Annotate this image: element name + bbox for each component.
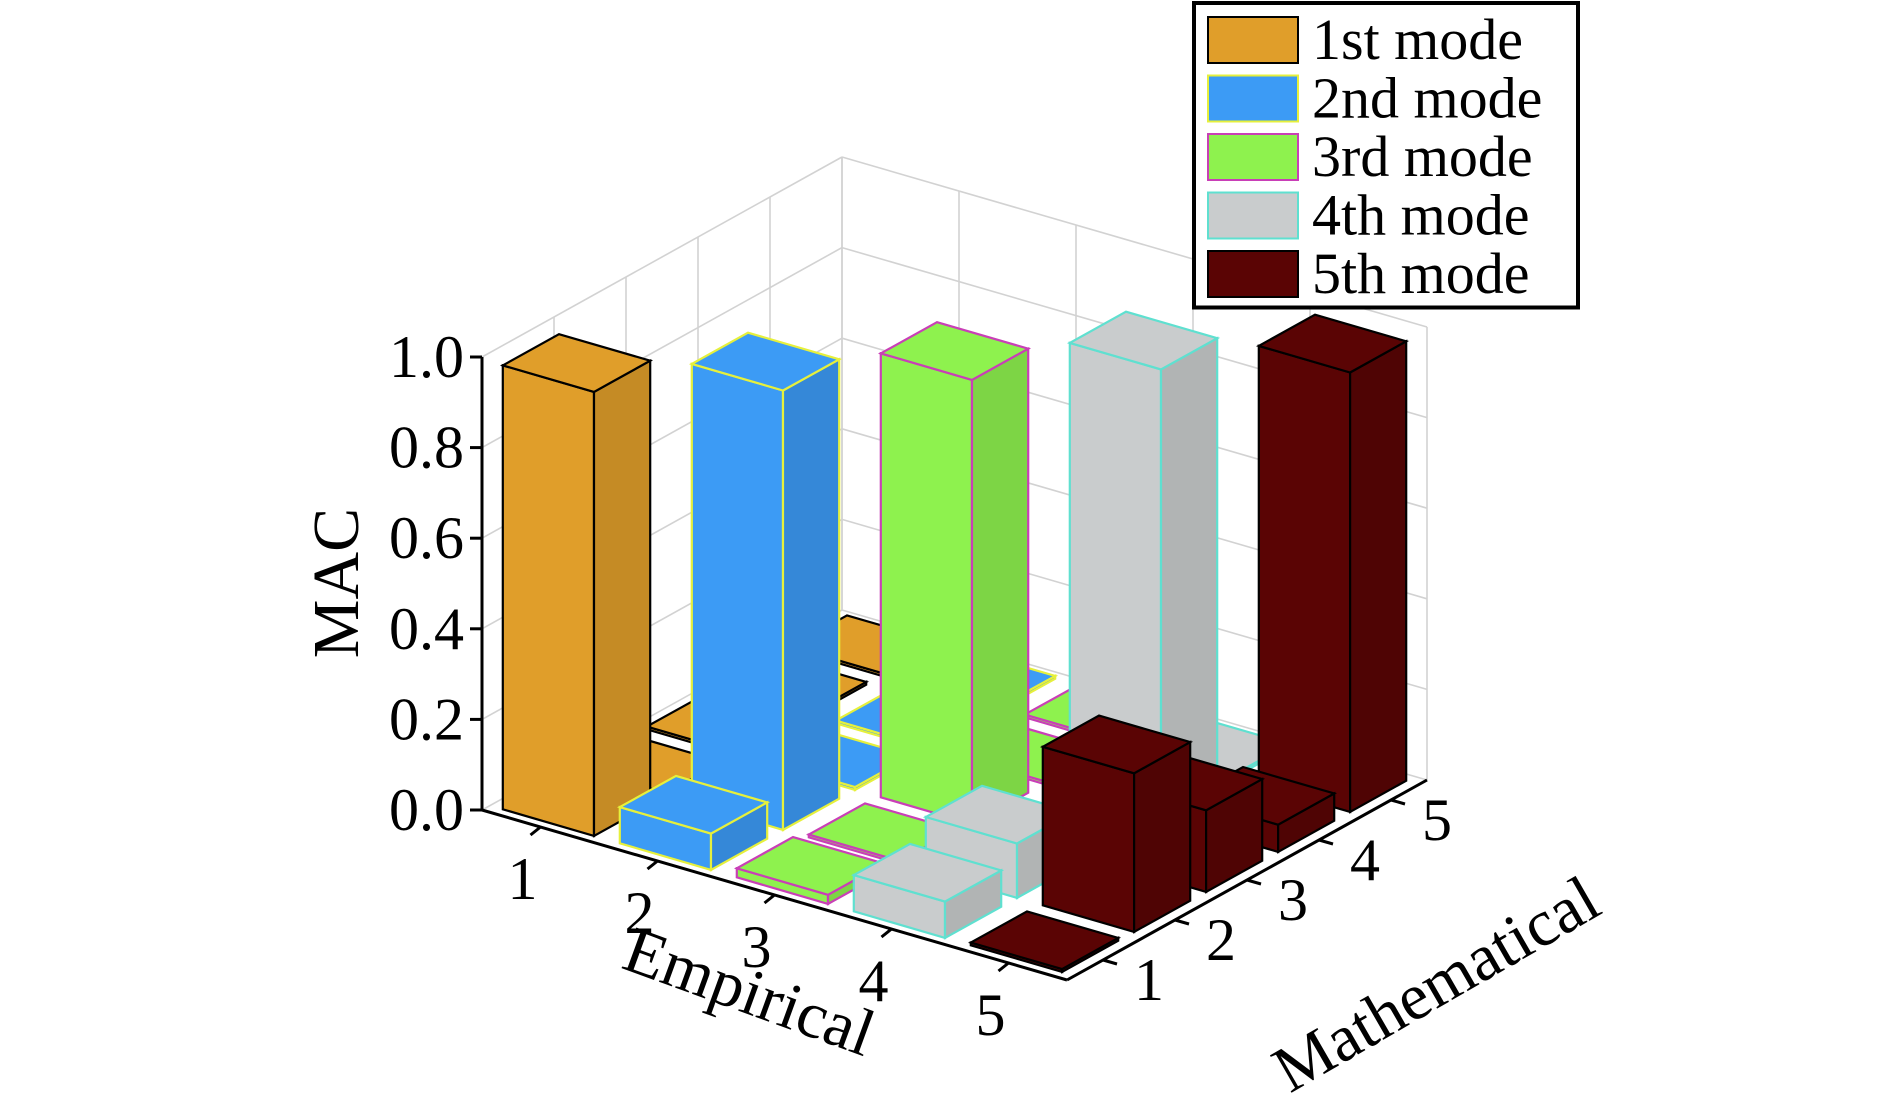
bar-3-3 bbox=[877, 321, 1032, 826]
x-tick-label: 4 bbox=[859, 948, 889, 1014]
z-axis-title: MAC bbox=[300, 508, 373, 658]
bar-side-face bbox=[970, 346, 1030, 826]
bar-1-1 bbox=[499, 333, 654, 838]
bar-top-face bbox=[967, 910, 1122, 971]
bar-front-face bbox=[1041, 745, 1136, 934]
legend-swatch bbox=[1207, 250, 1299, 298]
bar-side-face bbox=[781, 357, 841, 832]
bar-5-2 bbox=[1039, 714, 1194, 934]
chart-axes bbox=[470, 355, 1428, 982]
z-tick-label: 0.2 bbox=[389, 686, 464, 752]
bar-top-face bbox=[877, 321, 1032, 382]
x-tick-label: 1 bbox=[508, 846, 538, 912]
bar-top-face bbox=[1039, 714, 1194, 775]
bar-side-face bbox=[592, 358, 652, 838]
bar-top-face bbox=[616, 774, 771, 835]
legend-label: 4th mode bbox=[1312, 183, 1529, 248]
y-axis-title: Mathematical bbox=[1261, 862, 1612, 1107]
legend-label: 1st mode bbox=[1312, 7, 1523, 72]
y-tick-label: 2 bbox=[1206, 907, 1236, 973]
x-tick bbox=[763, 893, 776, 905]
bar-top-face bbox=[688, 331, 843, 392]
bar-front-face bbox=[690, 362, 785, 832]
legend-swatch bbox=[1207, 133, 1299, 181]
legend-swatch bbox=[1207, 191, 1299, 240]
x-tick-label: 5 bbox=[976, 982, 1006, 1048]
legend-label: 5th mode bbox=[1312, 241, 1529, 306]
bar-front-face bbox=[1257, 344, 1352, 814]
bar-side-face bbox=[1348, 339, 1408, 814]
z-tick-label: 1.0 bbox=[389, 324, 464, 390]
bar-4-4 bbox=[1066, 310, 1221, 820]
y-tick bbox=[1246, 878, 1262, 886]
y-tick-label: 4 bbox=[1350, 827, 1380, 893]
y-tick bbox=[1102, 958, 1118, 966]
legend-label: 3rd mode bbox=[1312, 124, 1533, 189]
legend-label: 2nd mode bbox=[1312, 66, 1542, 131]
bar-front-face bbox=[501, 363, 596, 838]
bar-2-1 bbox=[616, 774, 771, 872]
x-tick bbox=[997, 961, 1010, 973]
y-tick-label: 3 bbox=[1278, 867, 1308, 933]
bar-top-face bbox=[850, 842, 1005, 903]
y-tick-label: 1 bbox=[1134, 947, 1164, 1013]
bar-side-face bbox=[1132, 740, 1192, 934]
y-tick-label: 5 bbox=[1422, 787, 1452, 853]
bar-front-face bbox=[879, 351, 974, 826]
x-tick bbox=[880, 927, 893, 939]
chart-bars bbox=[499, 310, 1410, 974]
grid-line bbox=[481, 156, 843, 358]
z-tick-label: 0.4 bbox=[389, 596, 464, 662]
x-tick-label: 3 bbox=[742, 914, 772, 980]
y-tick bbox=[1390, 798, 1406, 806]
legend-item: 2nd mode bbox=[1207, 66, 1542, 131]
bar-5-5 bbox=[1255, 313, 1410, 814]
bar-top-face bbox=[1066, 310, 1221, 371]
bar-5-1 bbox=[967, 910, 1122, 974]
legend-item: 1st mode bbox=[1207, 7, 1523, 72]
x-tick bbox=[646, 859, 659, 871]
x-tick-label: 2 bbox=[625, 880, 655, 946]
x-tick bbox=[529, 825, 542, 837]
bar-top-face bbox=[1255, 313, 1410, 374]
bar-top-face bbox=[499, 333, 654, 394]
legend-item: 4th mode bbox=[1207, 183, 1529, 248]
legend-item: 3rd mode bbox=[1207, 124, 1533, 189]
bar-2-2 bbox=[688, 331, 843, 832]
bar-4-1 bbox=[850, 842, 1005, 940]
legend-swatch bbox=[1207, 74, 1299, 123]
z-tick-label: 0.8 bbox=[389, 415, 464, 481]
legend-item: 5th mode bbox=[1207, 241, 1529, 306]
z-tick-label: 0.6 bbox=[389, 505, 464, 571]
z-tick-label: 0.0 bbox=[389, 777, 464, 843]
y-tick bbox=[1174, 918, 1190, 926]
legend-swatch bbox=[1207, 16, 1299, 64]
y-tick bbox=[1318, 838, 1334, 846]
